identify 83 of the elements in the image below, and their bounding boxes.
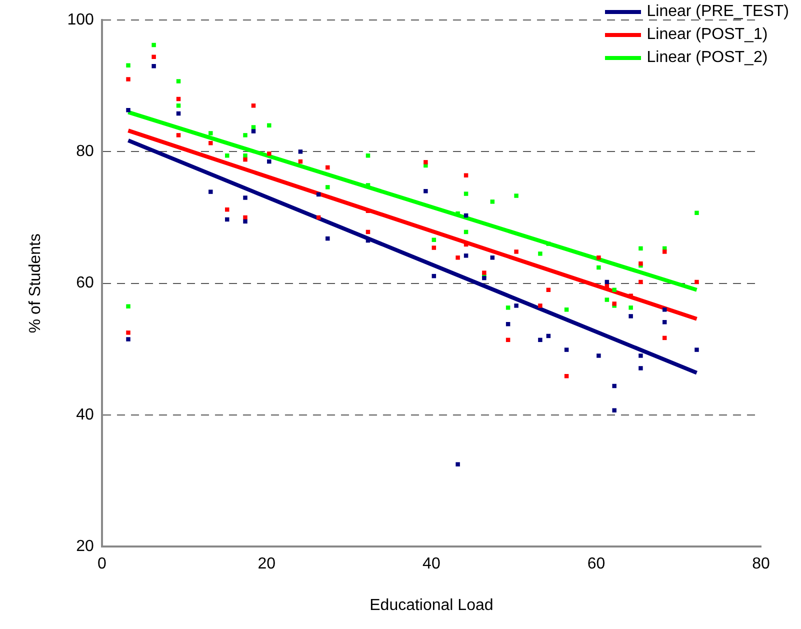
point [538,252,542,256]
point [424,189,428,194]
y-tick-label: 80 [76,143,94,160]
point [464,173,468,178]
point [126,108,130,112]
point [243,133,248,138]
point [298,150,303,154]
point [694,348,699,352]
point [596,354,601,358]
y-tick-label: 20 [76,538,94,556]
point [638,354,643,358]
point [564,308,569,312]
point [638,280,643,284]
point [628,306,633,310]
legend-label: Linear (POST_2) [646,48,768,66]
point [243,215,248,220]
point [482,270,486,275]
point [604,298,610,302]
point [126,337,130,342]
point [514,250,518,254]
point [456,462,460,466]
point [662,320,667,324]
point [662,308,667,312]
point [326,185,330,190]
point [126,330,130,335]
point [506,306,510,310]
point [596,265,601,270]
y-tick-label: 100 [67,11,94,28]
y-tick-label: 60 [76,274,94,292]
point [638,366,643,370]
point [564,348,569,352]
point [694,210,699,215]
point [176,79,181,84]
point [514,194,518,198]
point [456,256,460,260]
x-tick-label: 40 [422,556,440,573]
point [243,157,248,162]
point [538,338,542,342]
point [464,192,468,196]
point [612,288,616,292]
legend-label: Linear (PRE_TEST) [646,2,789,20]
point [176,133,181,138]
point [514,304,518,308]
x-tick-label: 60 [587,556,606,573]
point [152,54,156,59]
point [126,63,130,68]
point [596,256,601,260]
point [267,152,272,156]
point [152,42,156,48]
point [243,196,248,200]
point [208,140,213,146]
point [251,129,256,134]
point [424,160,428,164]
point [662,250,667,254]
y-axis-title: % of Students [27,233,44,334]
point [152,64,156,68]
legend-label: Linear (POST_1) [646,26,768,44]
point [612,384,616,388]
x-tick-label: 80 [752,556,770,573]
point [538,304,542,308]
point [490,200,495,204]
point [464,254,468,258]
point [432,238,436,242]
point [612,408,616,412]
x-tick-label: 0 [97,556,106,573]
point [694,280,699,284]
point [432,246,436,250]
point [243,219,248,224]
point [546,242,551,246]
x-tick-label: 20 [258,556,276,573]
x-axis-title: Educational Load [370,596,494,614]
point [126,304,130,308]
point [208,190,213,194]
point [628,314,633,318]
point [126,77,130,82]
point [326,165,330,170]
point [243,153,248,158]
point [267,159,272,164]
point [638,246,643,251]
point [267,123,272,128]
y-tick-label: 40 [76,406,94,424]
point [208,131,213,136]
point [326,236,330,241]
